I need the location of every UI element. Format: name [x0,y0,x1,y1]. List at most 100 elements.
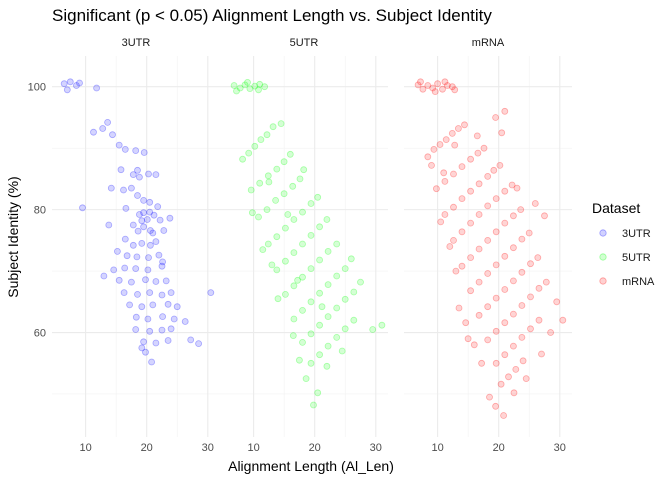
data-point [281,224,289,232]
data-point [475,311,483,319]
legend-key-mRNA [599,277,607,285]
data-point [79,204,86,212]
data-point [432,185,440,193]
data-point [273,165,281,173]
data-point [100,272,108,280]
data-point [241,81,249,89]
data-point [450,203,457,211]
data-point [323,362,331,370]
data-point [248,209,256,217]
data-point [510,277,517,285]
data-point [299,338,306,346]
data-point [443,82,451,89]
data-point [166,214,174,222]
data-point [324,313,332,321]
data-point [518,268,526,276]
data-point [146,327,154,335]
data-point [149,229,157,237]
data-point [114,247,121,255]
data-point [63,86,71,94]
data-point [341,295,349,303]
data-point [310,401,317,409]
data-point [437,218,445,226]
data-point [263,131,271,139]
data-point [424,153,432,161]
data-point [347,255,355,263]
x-tick-label: 10 [79,442,91,454]
x-tick-label: 20 [309,442,321,454]
data-point [156,216,164,224]
data-point [247,186,255,194]
data-point [134,290,141,298]
data-point [442,136,450,144]
data-point [510,342,517,350]
data-point [152,278,160,285]
data-point [542,278,550,286]
data-point [120,186,127,194]
data-point [273,266,281,274]
data-point [428,161,435,169]
data-point [299,240,306,248]
data-point [164,300,172,308]
data-point [324,281,332,289]
data-point [145,254,152,262]
data-point [121,264,129,272]
panel-3UTR: 3UTR 10 20 30 [52,37,220,454]
data-point [341,265,349,273]
data-point [307,265,315,273]
data-point [414,81,422,89]
data-point [505,373,512,381]
data-point [441,211,449,218]
legend-title: Dataset [592,200,640,216]
data-point [350,288,358,296]
legend-label-mRNA: mRNA [622,276,655,288]
data-point [333,304,341,312]
data-point [299,273,306,281]
data-point [527,293,534,301]
data-point [350,316,358,324]
data-point [522,375,530,383]
facet-label-3UTR: 3UTR [122,37,151,49]
data-point [492,327,500,335]
data-point [307,200,315,207]
data-point [467,187,475,195]
data-point [462,319,470,327]
x-tick-label: 30 [202,442,214,454]
data-point [316,223,324,231]
data-point [233,87,240,95]
data-point [138,239,146,247]
x-tick-label: 30 [370,442,382,454]
data-point [76,79,83,87]
data-point [419,85,427,93]
data-point [164,337,172,344]
data-point [129,221,137,229]
data-point [120,289,128,297]
data-point [430,145,438,153]
legend-key-3UTR [599,229,607,237]
data-point [441,78,449,86]
legend: Dataset 3UTR 5UTR mRNA [592,200,655,288]
data-point [150,211,158,219]
data-point [295,356,303,364]
data-point [323,216,331,223]
data-point [167,289,175,297]
data-point [451,86,459,94]
data-point [109,131,116,139]
data-point [324,342,332,350]
data-point [455,304,463,312]
data-point [256,80,264,88]
y-tick-label: 100 [28,82,46,94]
data-point [273,233,281,241]
data-point [158,262,166,270]
data-point [559,316,567,324]
data-point [475,278,483,286]
data-point [512,365,520,373]
panel-5UTR: 5UTR 10 20 30 [220,37,388,454]
data-point [296,175,304,183]
data-point [484,172,492,180]
data-point [450,236,457,244]
data-point [146,227,154,234]
data-point [316,321,324,329]
data-point [501,219,509,227]
data-point [314,193,322,201]
